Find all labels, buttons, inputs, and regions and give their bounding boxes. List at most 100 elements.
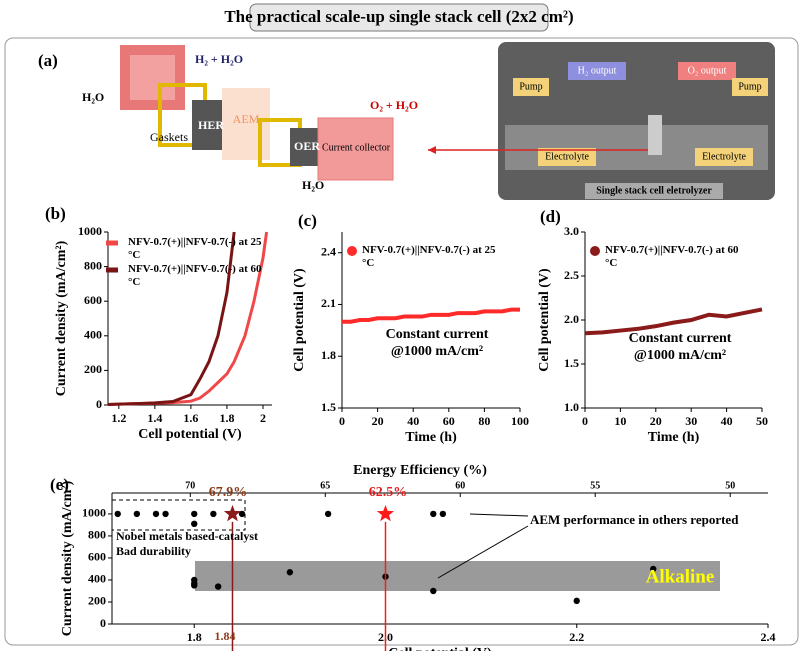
star (223, 504, 241, 522)
title-box (249, 3, 549, 32)
star (376, 504, 395, 522)
y-tick-label: 0 (96, 397, 102, 411)
annotation: Constant current @1000 mA/cm² (385, 327, 489, 359)
legend-label: NFV-0.7(+)||NFV-0.7(-) at 60 °C (128, 263, 262, 288)
y-tick-label: 2.1 (321, 296, 336, 310)
point (439, 510, 447, 518)
label: Single stack cell eletrolyzer (596, 185, 712, 196)
x-tick-label: 30 (685, 414, 697, 428)
point (114, 510, 121, 518)
point (152, 510, 160, 518)
point (191, 520, 198, 528)
photo-tag (678, 62, 736, 80)
x-axis-label: Cell potential (V) (138, 427, 242, 442)
x2-tick-label: 60 (455, 480, 465, 491)
legend-marker (347, 246, 357, 256)
x-tick-label: 10 (614, 414, 626, 428)
x2-tick-label: 65 (320, 480, 330, 491)
y-tick-label: 1000 (78, 224, 102, 238)
y-axis-label: Current density (mA/cm²) (60, 480, 75, 636)
y-tick-label: 800 (84, 258, 102, 272)
y-tick-label: 0 (100, 616, 106, 630)
y-tick-label: 600 (88, 550, 106, 564)
point (286, 569, 294, 576)
label: H₂ + H₂O (195, 52, 243, 66)
point (162, 510, 169, 518)
x2-tick-label: 50 (725, 480, 735, 491)
x-tick-label: 60 (443, 414, 455, 428)
label: H₂O (302, 178, 324, 192)
x-tick-label: 40 (721, 414, 733, 428)
annotation: Nobel metals based-catalyst (116, 529, 258, 543)
arrow-head (428, 146, 436, 154)
x-tick-label: 80 (478, 414, 490, 428)
annotation: 62.5% (369, 485, 408, 500)
y-tick-label: 1.0 (564, 400, 579, 414)
panel-label: (a) (38, 51, 58, 70)
y-tick-label: 1000 (82, 506, 106, 520)
legend-marker (590, 246, 600, 256)
y-tick-label: 1.5 (321, 400, 336, 414)
x-tick-label: 1.8 (187, 630, 202, 644)
x-tick-label: 50 (756, 414, 768, 428)
panel-label: (e) (50, 475, 69, 494)
y-tick-label: 1.8 (321, 348, 336, 362)
x-tick-label: 1.8 (219, 411, 234, 425)
label: AEM (233, 112, 260, 126)
y-axis-label: Current density (mA/cm²) (54, 240, 69, 396)
y-tick-label: 3.0 (564, 224, 579, 238)
x-tick-label: 20 (372, 414, 384, 428)
label: H₂O (82, 90, 104, 104)
point (133, 510, 141, 518)
point (324, 510, 332, 518)
x-tick-label: 20 (650, 414, 662, 428)
annotation: Constant current @1000 mA/cm² (628, 331, 732, 363)
annotation: Alkaline (646, 566, 715, 587)
x-tick-label: 2.2 (569, 630, 584, 644)
legend-label: NFV-0.7(+)||NFV-0.7(-) at 25 °C (362, 244, 496, 269)
y-tick-label: 600 (84, 293, 102, 307)
point (430, 587, 437, 595)
title: The practical scale-up single stack cell… (224, 7, 573, 26)
label: Electrolyte (545, 151, 589, 162)
line (107, 231, 236, 406)
x2-tick-label: 70 (185, 480, 195, 491)
x-tick-label: 40 (407, 414, 419, 428)
collector (317, 117, 394, 181)
x-axis-label: Time (h) (405, 430, 457, 445)
photo-tag (585, 183, 723, 199)
y-tick-label: 2.0 (564, 312, 579, 326)
label: OER (294, 139, 320, 153)
x-tick-label: 2 (260, 411, 266, 425)
legend-label: NFV-0.7(+)||NFV-0.7(-) at 25 °C (128, 236, 262, 261)
annotation: Bad durability (116, 544, 191, 558)
x-tick-label: 0 (339, 414, 345, 428)
y-tick-label: 2.5 (564, 268, 579, 282)
pointer (469, 513, 529, 517)
point (191, 510, 198, 518)
y-axis-label: Cell potential (V) (537, 268, 552, 372)
panel-label: (b) (45, 204, 66, 223)
point (210, 510, 217, 518)
panel-label: (c) (298, 211, 317, 230)
y-tick-label: 800 (88, 528, 106, 542)
plate-inner (130, 55, 175, 100)
x-tick-label: 100 (511, 414, 529, 428)
point (214, 583, 222, 590)
x-tick-label: 1.6 (183, 411, 198, 425)
x-tick-label: 1.4 (147, 411, 162, 425)
photo-tag (732, 78, 768, 96)
photo-tag (538, 148, 596, 166)
frame (4, 37, 799, 646)
x-tick-label: 2.4 (761, 630, 776, 644)
label: H₂ output (578, 65, 617, 76)
label: Gaskets (150, 130, 188, 144)
cell-stack (648, 115, 662, 155)
y-tick-label: 2.4 (321, 244, 336, 258)
label: HER (198, 118, 224, 132)
point (191, 582, 198, 589)
line (342, 307, 520, 324)
photo-tag (568, 62, 626, 80)
photo-tag (513, 78, 549, 96)
